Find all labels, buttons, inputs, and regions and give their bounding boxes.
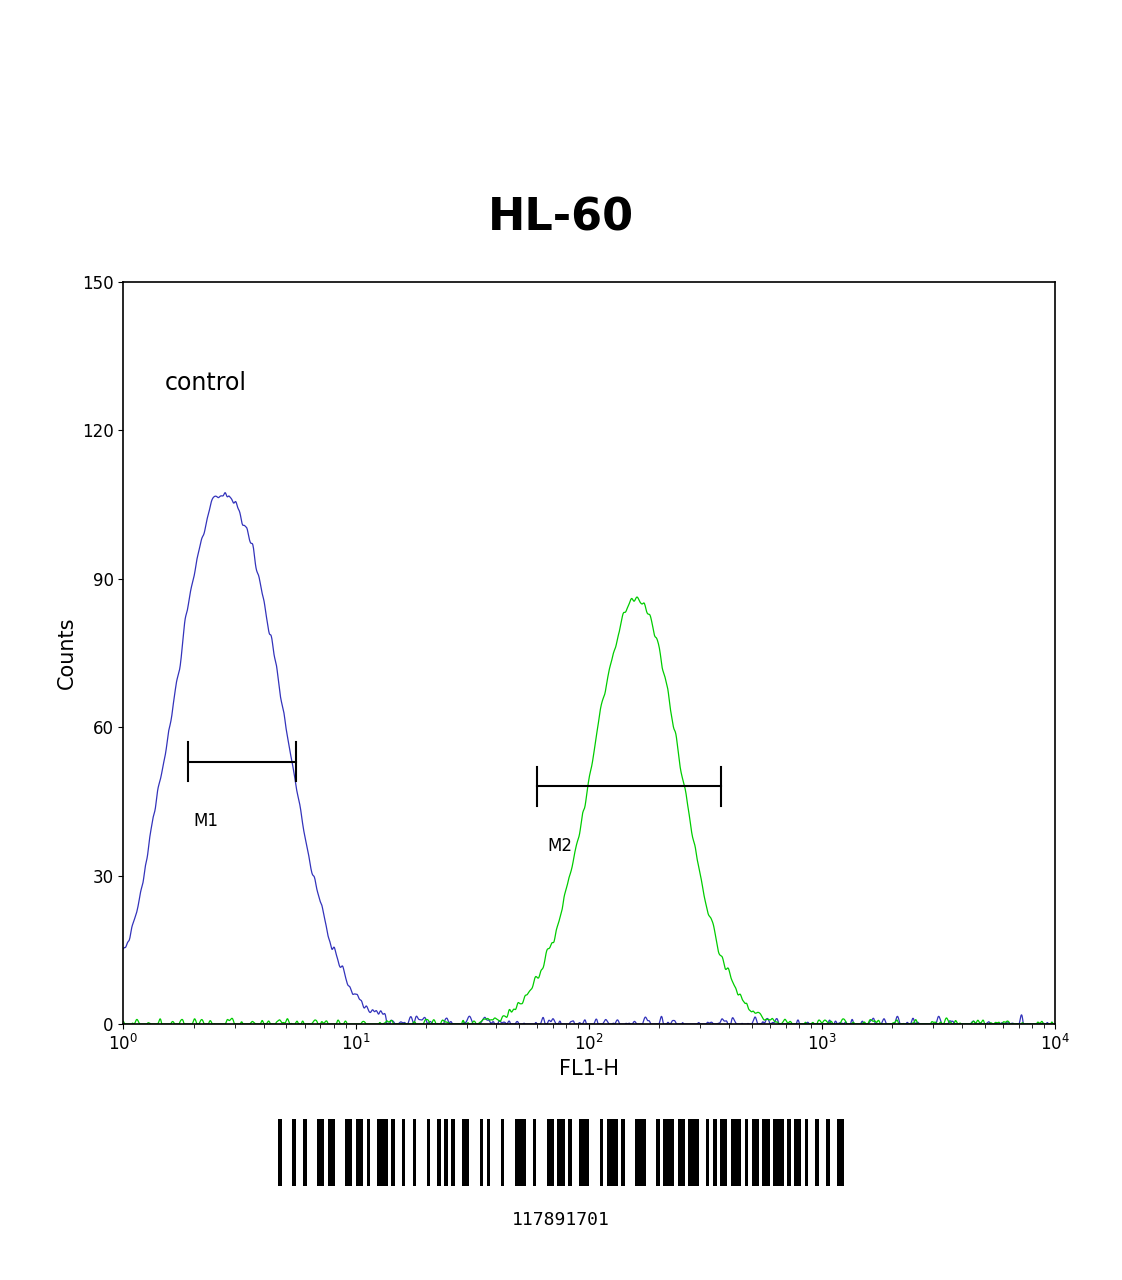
Bar — [533, 1119, 536, 1187]
Bar — [487, 1119, 490, 1187]
Bar — [712, 1119, 717, 1187]
Bar — [438, 1119, 441, 1187]
Bar — [546, 1119, 554, 1187]
Bar — [688, 1119, 699, 1187]
Bar — [656, 1119, 660, 1187]
Bar — [515, 1119, 525, 1187]
Bar — [367, 1119, 370, 1187]
Bar — [377, 1119, 388, 1187]
Text: M2: M2 — [548, 837, 572, 855]
Bar — [346, 1119, 352, 1187]
Bar — [444, 1119, 448, 1187]
Bar — [763, 1119, 770, 1187]
Bar — [568, 1119, 571, 1187]
Bar — [392, 1119, 395, 1187]
Bar — [480, 1119, 484, 1187]
Bar — [500, 1119, 505, 1187]
Bar — [804, 1119, 808, 1187]
Text: M1: M1 — [193, 812, 219, 829]
Bar — [451, 1119, 454, 1187]
Bar — [413, 1119, 416, 1187]
Bar — [303, 1119, 306, 1187]
Bar — [293, 1119, 296, 1187]
Bar — [788, 1119, 791, 1187]
Bar — [706, 1119, 709, 1187]
Bar — [635, 1119, 646, 1187]
Bar — [328, 1119, 334, 1187]
Bar — [402, 1119, 405, 1187]
Bar — [622, 1119, 625, 1187]
Text: HL-60: HL-60 — [488, 196, 634, 239]
Bar — [837, 1119, 844, 1187]
Bar — [356, 1119, 364, 1187]
Bar — [752, 1119, 758, 1187]
Bar — [318, 1119, 324, 1187]
Bar — [730, 1119, 742, 1187]
Bar — [773, 1119, 783, 1187]
Bar — [816, 1119, 819, 1187]
Bar — [720, 1119, 727, 1187]
X-axis label: FL1-H: FL1-H — [559, 1060, 619, 1079]
Bar — [426, 1119, 430, 1187]
Bar — [794, 1119, 801, 1187]
Bar — [678, 1119, 684, 1187]
Bar — [278, 1119, 282, 1187]
Bar — [663, 1119, 674, 1187]
Bar — [462, 1119, 469, 1187]
Y-axis label: Counts: Counts — [56, 617, 76, 689]
Bar — [607, 1119, 617, 1187]
Bar — [579, 1119, 589, 1187]
Text: control: control — [165, 371, 247, 396]
Text: 117891701: 117891701 — [512, 1211, 610, 1229]
Bar — [558, 1119, 564, 1187]
Bar — [745, 1119, 748, 1187]
Bar — [826, 1119, 829, 1187]
Bar — [600, 1119, 604, 1187]
